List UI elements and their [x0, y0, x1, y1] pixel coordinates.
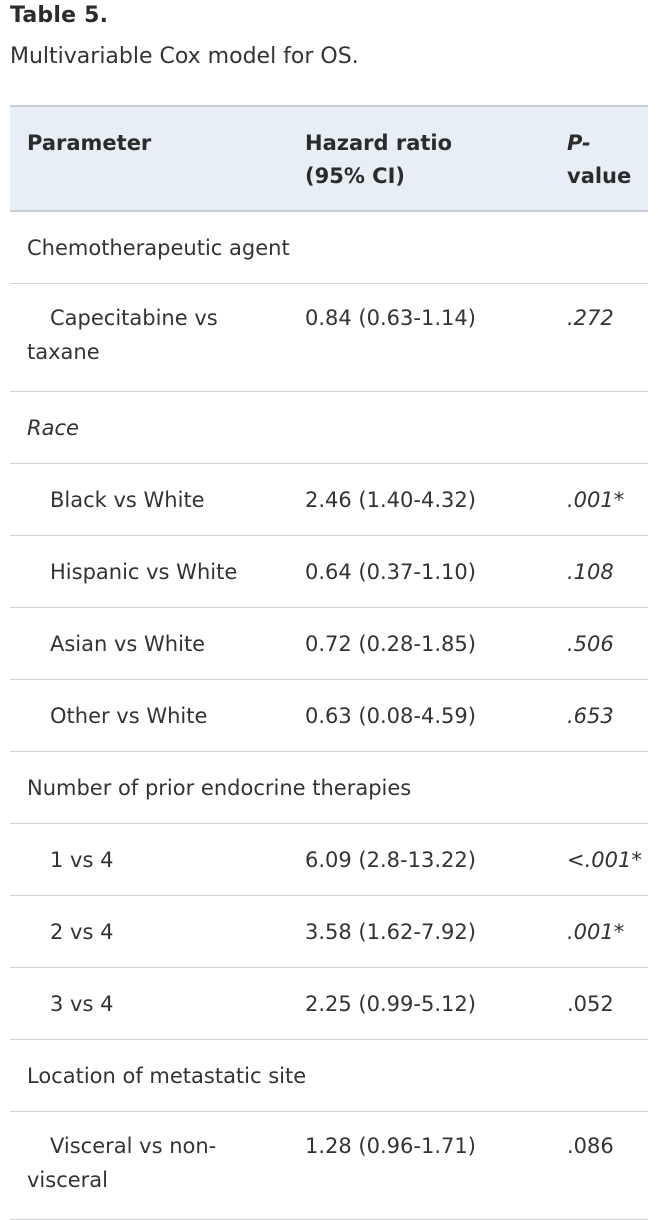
param-2vs4: 2 vs 4	[50, 919, 114, 944]
pvalue-capecitabine: .272	[567, 305, 614, 330]
param-other: Other vs White	[50, 703, 208, 728]
table-row: 3 vs 4 2.25 (0.99-5.12) .052	[10, 967, 648, 1039]
table-row: 2 vs 4 3.58 (1.62-7.92) .001*	[10, 895, 648, 967]
header-row: Parameter Hazard ratio (95% CI) P-value	[10, 106, 648, 211]
table-title: Table 5.	[10, 3, 109, 28]
pvalue-other: .653	[567, 703, 614, 728]
param-capecitabine: Capecitabine vs taxane	[27, 305, 218, 364]
hr-capecitabine: 0.84 (0.63-1.14)	[305, 305, 476, 330]
table-row: 1 vs 4 6.09 (2.8-13.22) <.001*	[10, 823, 648, 895]
param-asian: Asian vs White	[50, 631, 206, 656]
header-pvalue: P-value	[540, 106, 648, 211]
table-row: Asian vs White 0.72 (0.28-1.85) .506	[10, 607, 648, 679]
param-hispanic: Hispanic vs White	[50, 559, 238, 584]
hr-other: 0.63 (0.08-4.59)	[305, 703, 476, 728]
param-black: Black vs White	[50, 487, 205, 512]
group-label-chemo: Chemotherapeutic agent	[27, 236, 290, 260]
pvalue-3vs4: .052	[567, 991, 614, 1016]
hr-visceral: 1.28 (0.96-1.71)	[305, 1133, 476, 1158]
pvalue-hispanic: .108	[567, 559, 614, 584]
table-row: Visceral vs non-visceral 1.28 (0.96-1.71…	[10, 1111, 648, 1219]
table-row: Chemotherapeutic agent	[10, 211, 648, 283]
hr-2vs4: 3.58 (1.62-7.92)	[305, 919, 476, 944]
hr-asian: 0.72 (0.28-1.85)	[305, 631, 476, 656]
header-pvalue-line2: value	[567, 164, 632, 188]
pvalue-1vs4: <.001*	[567, 847, 642, 872]
header-parameter: Parameter	[10, 106, 288, 211]
param-3vs4: 3 vs 4	[50, 991, 114, 1016]
table-header: Parameter Hazard ratio (95% CI) P-value	[10, 106, 648, 211]
cox-model-table: Parameter Hazard ratio (95% CI) P-value C…	[10, 105, 648, 1220]
header-hazard-ratio-line1: Hazard ratio	[305, 131, 453, 155]
group-label-race: Race	[27, 415, 79, 440]
pvalue-black: .001*	[567, 487, 625, 512]
table-caption: Multivariable Cox model for OS.	[10, 44, 359, 69]
hr-3vs4: 2.25 (0.99-5.12)	[305, 991, 476, 1016]
hr-1vs4: 6.09 (2.8-13.22)	[305, 847, 476, 872]
table-row: Black vs White 2.46 (1.40-4.32) .001*	[10, 463, 648, 535]
group-label-endocrine: Number of prior endocrine therapies	[27, 775, 412, 800]
param-visceral: Visceral vs non-visceral	[27, 1133, 217, 1192]
table-row: Race	[10, 391, 648, 463]
table-row: Hispanic vs White 0.64 (0.37-1.10) .108	[10, 535, 648, 607]
header-pvalue-line1: P-	[567, 131, 591, 155]
group-label-location: Location of metastatic site	[27, 1063, 307, 1088]
pvalue-asian: .506	[567, 631, 614, 656]
pvalue-2vs4: .001*	[567, 919, 625, 944]
table-row: Location of metastatic site	[10, 1039, 648, 1111]
table-body: Chemotherapeutic agent Capecitabine vs t…	[10, 211, 648, 1219]
header-hazard-ratio-line2: (95% CI)	[305, 164, 405, 188]
table-row: Other vs White 0.63 (0.08-4.59) .653	[10, 679, 648, 751]
hr-black: 2.46 (1.40-4.32)	[305, 487, 476, 512]
pvalue-visceral: .086	[567, 1133, 614, 1158]
header-parameter-label: Parameter	[27, 131, 152, 155]
header-hazard-ratio: Hazard ratio (95% CI)	[288, 106, 540, 211]
param-1vs4: 1 vs 4	[50, 847, 114, 872]
table-row: Number of prior endocrine therapies	[10, 751, 648, 823]
hr-hispanic: 0.64 (0.37-1.10)	[305, 559, 476, 584]
table-row: Capecitabine vs taxane 0.84 (0.63-1.14) …	[10, 283, 648, 391]
